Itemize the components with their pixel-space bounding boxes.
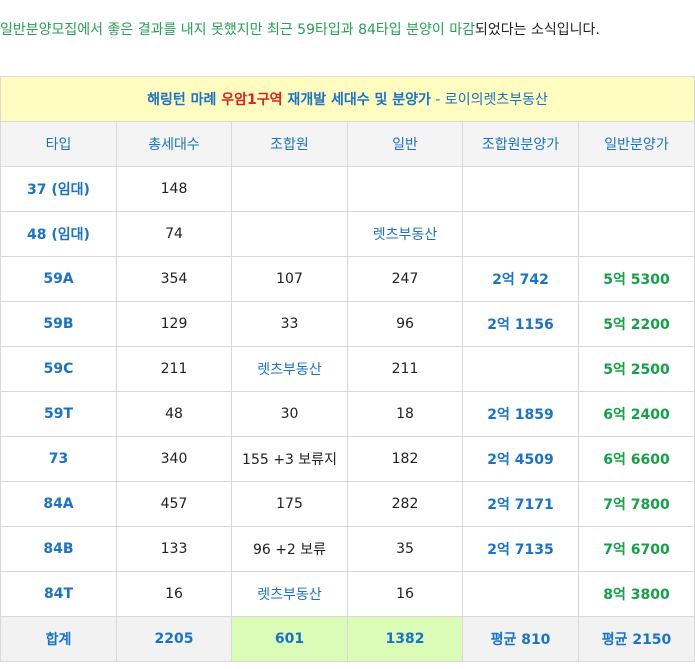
price-table: 해링턴 마례 우암1구역 재개발 세대수 및 분양가 - 로이의렛츠부동산 타입… (0, 76, 695, 662)
cell-general: 16 (347, 571, 463, 617)
table-title: 해링턴 마례 우암1구역 재개발 세대수 및 분양가 - 로이의렛츠부동산 (0, 76, 695, 122)
cell-members-watermark: 렛츠부동산 (231, 346, 348, 392)
cell-type: 59A (0, 256, 117, 302)
cell-general-price: 7억 7800 (578, 481, 695, 527)
intro-text-part2: 되었다는 소식입니다. (474, 22, 600, 38)
cell-general-price (578, 211, 695, 257)
header-type: 타입 (0, 121, 117, 167)
header-member-price: 조합원분양가 (462, 121, 579, 167)
cell-member-price: 2억 7171 (462, 481, 579, 527)
table-row: 48 (임대) 74 렛츠부동산 (0, 211, 695, 257)
cell-members: 175 (231, 481, 348, 527)
cell-member-price (462, 211, 579, 257)
table-header-row: 타입 총세대수 조합원 일반 조합원분양가 일반분양가 (0, 121, 695, 167)
table-title-part2: 우암1구역 (221, 92, 283, 108)
cell-members: 96 +2 보류 (231, 526, 348, 572)
cell-type: 59T (0, 391, 117, 437)
cell-general: 182 (347, 436, 463, 482)
cell-members: 155 +3 보류지 (231, 436, 348, 482)
cell-type: 84T (0, 571, 117, 617)
cell-type: 73 (0, 436, 117, 482)
cell-general-price: 6억 6600 (578, 436, 695, 482)
cell-total-units: 211 (116, 346, 232, 392)
total-units: 2205 (116, 616, 232, 662)
cell-type: 84A (0, 481, 117, 527)
cell-general-price (578, 166, 695, 212)
cell-general: 96 (347, 301, 463, 347)
intro-text: 일반분양모집에서 좋은 결과를 내지 못했지만 최근 59타입과 84타입 분양… (0, 18, 695, 42)
cell-total-units: 74 (116, 211, 232, 257)
total-general: 1382 (347, 616, 463, 662)
cell-total-units: 129 (116, 301, 232, 347)
cell-members: 107 (231, 256, 348, 302)
cell-general-price: 5억 2200 (578, 301, 695, 347)
total-members: 601 (231, 616, 348, 662)
table-row: 84B 133 96 +2 보류 35 2억 7135 7억 6700 (0, 526, 695, 572)
cell-total-units: 354 (116, 256, 232, 302)
cell-total-units: 148 (116, 166, 232, 212)
cell-general-watermark: 렛츠부동산 (347, 211, 463, 257)
total-label: 합계 (0, 616, 117, 662)
header-members: 조합원 (231, 121, 348, 167)
cell-general-price: 7억 6700 (578, 526, 695, 572)
cell-member-price: 2억 1859 (462, 391, 579, 437)
table-row: 37 (임대) 148 (0, 166, 695, 212)
cell-total-units: 48 (116, 391, 232, 437)
cell-type: 48 (임대) (0, 211, 117, 257)
cell-general (347, 166, 463, 212)
table-row: 84A 457 175 282 2억 7171 7억 7800 (0, 481, 695, 527)
cell-members-watermark: 렛츠부동산 (231, 571, 348, 617)
table-title-part4: - 로이의렛츠부동산 (430, 92, 548, 108)
avg-general-price: 평균 2150 (578, 616, 695, 662)
table-row: 59T 48 30 18 2억 1859 6억 2400 (0, 391, 695, 437)
table-row: 59A 354 107 247 2억 742 5억 5300 (0, 256, 695, 302)
cell-members: 30 (231, 391, 348, 437)
table-row: 59C 211 렛츠부동산 211 5억 2500 (0, 346, 695, 392)
cell-member-price (462, 346, 579, 392)
header-general-price: 일반분양가 (578, 121, 695, 167)
cell-general-price: 5억 5300 (578, 256, 695, 302)
avg-member-price: 평균 810 (462, 616, 579, 662)
cell-member-price: 2억 1156 (462, 301, 579, 347)
table-title-part3: 재개발 세대수 및 분양가 (282, 92, 431, 108)
cell-general-price: 6억 2400 (578, 391, 695, 437)
cell-general: 282 (347, 481, 463, 527)
table-row: 73 340 155 +3 보류지 182 2억 4509 6억 6600 (0, 436, 695, 482)
table-row: 59B 129 33 96 2억 1156 5억 2200 (0, 301, 695, 347)
cell-total-units: 133 (116, 526, 232, 572)
cell-type: 59B (0, 301, 117, 347)
cell-general: 247 (347, 256, 463, 302)
cell-member-price: 2억 7135 (462, 526, 579, 572)
table-title-row: 해링턴 마례 우암1구역 재개발 세대수 및 분양가 - 로이의렛츠부동산 (0, 76, 695, 122)
cell-general-price: 5억 2500 (578, 346, 695, 392)
cell-total-units: 340 (116, 436, 232, 482)
header-general: 일반 (347, 121, 463, 167)
table-row: 84T 16 렛츠부동산 16 8억 3800 (0, 571, 695, 617)
table-total-row: 합계 2205 601 1382 평균 810 평균 2150 (0, 616, 695, 662)
cell-member-price (462, 571, 579, 617)
cell-type: 59C (0, 346, 117, 392)
cell-total-units: 16 (116, 571, 232, 617)
table-title-part1: 해링턴 마례 (147, 92, 222, 108)
cell-member-price (462, 166, 579, 212)
cell-type: 37 (임대) (0, 166, 117, 212)
cell-general-price: 8억 3800 (578, 571, 695, 617)
cell-type: 84B (0, 526, 117, 572)
header-total-units: 총세대수 (116, 121, 232, 167)
cell-members: 33 (231, 301, 348, 347)
cell-member-price: 2억 4509 (462, 436, 579, 482)
cell-members (231, 211, 348, 257)
cell-general: 18 (347, 391, 463, 437)
cell-members (231, 166, 348, 212)
intro-text-part1: 일반분양모집에서 좋은 결과를 내지 못했지만 최근 59타입과 84타입 분양… (0, 22, 475, 38)
cell-member-price: 2억 742 (462, 256, 579, 302)
cell-general: 211 (347, 346, 463, 392)
cell-general: 35 (347, 526, 463, 572)
cell-total-units: 457 (116, 481, 232, 527)
